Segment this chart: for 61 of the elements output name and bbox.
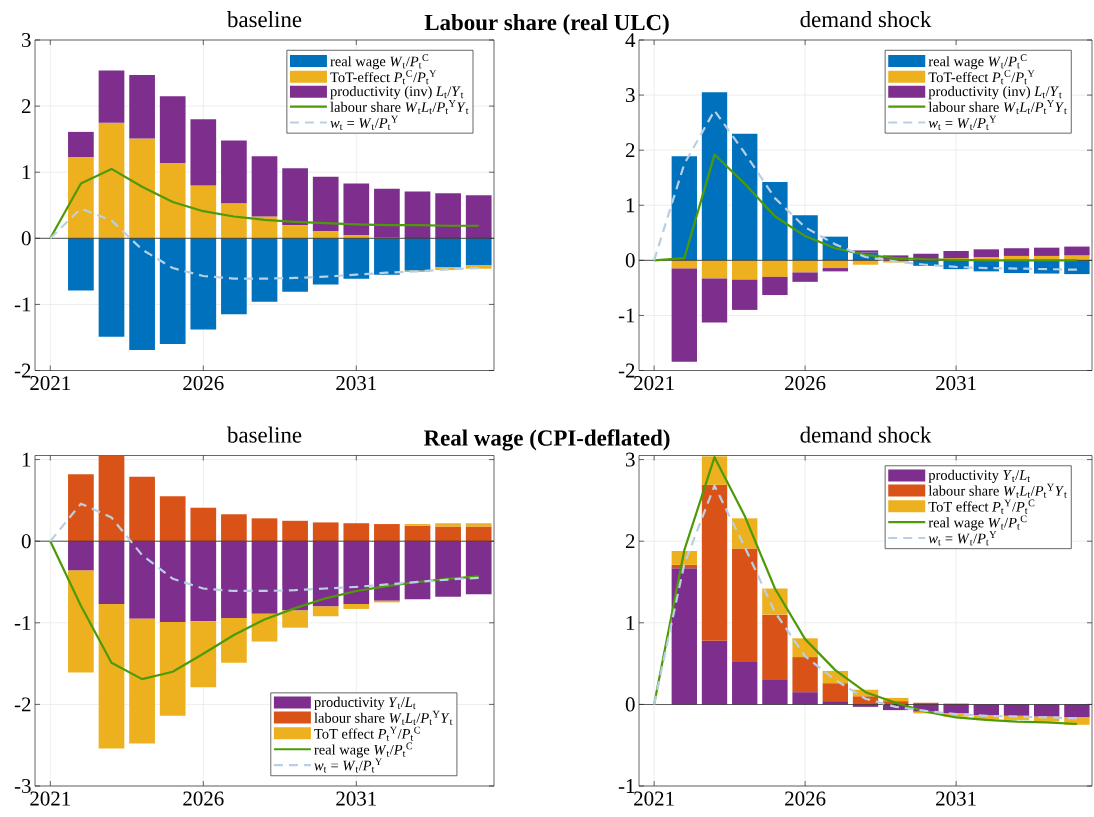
y-tick-label: 1 — [626, 198, 635, 213]
chart-subtitle: baseline — [226, 11, 302, 28]
text: w$_{t}$ = W$_{t}$/P$_{t}$Y — [330, 115, 398, 130]
x-tick-label: 2026 — [785, 376, 826, 391]
x-tick-label: 2021 — [634, 791, 674, 806]
text: labour share W$_{t}$L$_{t}$/P$_{t}$$^{Y}$Y$_{t}$ — [928, 100, 1067, 115]
text: w$_{t}$ = W$_{t}$/P$_{t}$Y — [928, 531, 997, 546]
legend-label: real wage W$_{t}$/P$_{t}$C — [314, 742, 413, 758]
text: Labour share (real ULC) — [424, 14, 669, 35]
x-tick-label: 2021 — [30, 376, 70, 391]
legend-label: ToT-effect P$_{t}$$^{C}$/P$_{t}$Y — [330, 70, 437, 85]
x-tick-label: 2021 — [634, 376, 674, 391]
legend-label: real wage W$_{t}$/P$_{t}$C — [928, 515, 1027, 531]
text: labour share W$_{t}$L$_{t}$/P$_{t}$$^{Y}$Y$_{t}$ — [314, 710, 453, 725]
text: w$_{t}$ = W$_{t}$/P$_{t}$Y — [928, 115, 997, 130]
chart-title: demand shock — [800, 11, 932, 28]
x-tick-label: 2026 — [785, 791, 826, 806]
x-tick-label: 2021 — [30, 791, 70, 806]
text: w$_{t}$ = W$_{t}$/P$_{t}$Y — [314, 758, 382, 773]
y-tick-label: 3 — [22, 32, 31, 48]
y-tick-label: 2 — [625, 534, 635, 549]
y-tick-label: 3 — [626, 88, 635, 103]
y-tick-label: 1 — [626, 615, 635, 630]
y-tick-label: 1 — [22, 165, 31, 180]
chart-subtitle: baseline — [226, 426, 302, 443]
y-tick-label: 1 — [22, 452, 31, 467]
y-tick-label: 4 — [625, 33, 636, 47]
legend-label: real wage W$_{t}$/P$_{t}$C — [330, 54, 429, 70]
legend-label: productivity (inv) L$_{t}$/Y$_{t}$ — [928, 86, 1062, 100]
y-tick-label: -2 — [618, 363, 635, 378]
legend-label: productivity Y$_{t}$/L$_{t}$ — [314, 696, 416, 711]
x-tick-label: 2031 — [936, 791, 976, 806]
text: labour share W$_{t}$L$_{t}$/P$_{t}$$^{Y}$Y$_{t}$ — [928, 483, 1067, 498]
x-tick-label: 2031 — [336, 376, 376, 391]
legend-label: ToT effect P$_{t}$$^{Y}$/P$_{t}$C — [314, 726, 420, 741]
y-tick-label: 0 — [21, 231, 31, 246]
legend-label: productivity Y$_{t}$/L$_{t}$ — [928, 469, 1030, 483]
y-tick-label: -1 — [14, 615, 31, 630]
text: Real wage (CPI-deflated) — [423, 429, 670, 451]
y-tick-label: 2 — [625, 143, 635, 158]
text: labour share W$_{t}$L$_{t}$/P$_{t}$$^{Y}$Y$_{t}$ — [330, 100, 469, 115]
legend-label: ToT-effect P$_{t}$$^{C}$/P$_{t}$Y — [928, 70, 1035, 85]
legend-label: productivity (inv) L$_{t}$/Y$_{t}$ — [330, 86, 464, 100]
y-tick-label: -1 — [618, 779, 635, 793]
y-tick-label: 2 — [21, 99, 31, 114]
y-tick-label: 0 — [21, 534, 31, 549]
x-tick-label: 2031 — [336, 791, 376, 806]
y-tick-label: 3 — [626, 452, 635, 467]
x-tick-label: 2026 — [183, 791, 224, 806]
legend-label: ToT effect P$_{t}$$^{Y}$/P$_{t}$C — [928, 499, 1035, 514]
x-tick-label: 2031 — [936, 376, 976, 391]
y-tick-label: -1 — [618, 308, 635, 323]
y-tick-label: -3 — [14, 778, 31, 794]
x-tick-label: 2026 — [183, 376, 224, 391]
chart-title: demand shock — [800, 426, 932, 443]
legend-label: real wage W$_{t}$/P$_{t}$C — [928, 54, 1027, 70]
y-tick-label: 0 — [625, 697, 635, 712]
y-tick-label: -1 — [14, 297, 31, 312]
y-tick-label: -2 — [14, 697, 31, 712]
y-tick-label: 0 — [625, 253, 635, 268]
y-tick-label: -2 — [14, 363, 31, 378]
